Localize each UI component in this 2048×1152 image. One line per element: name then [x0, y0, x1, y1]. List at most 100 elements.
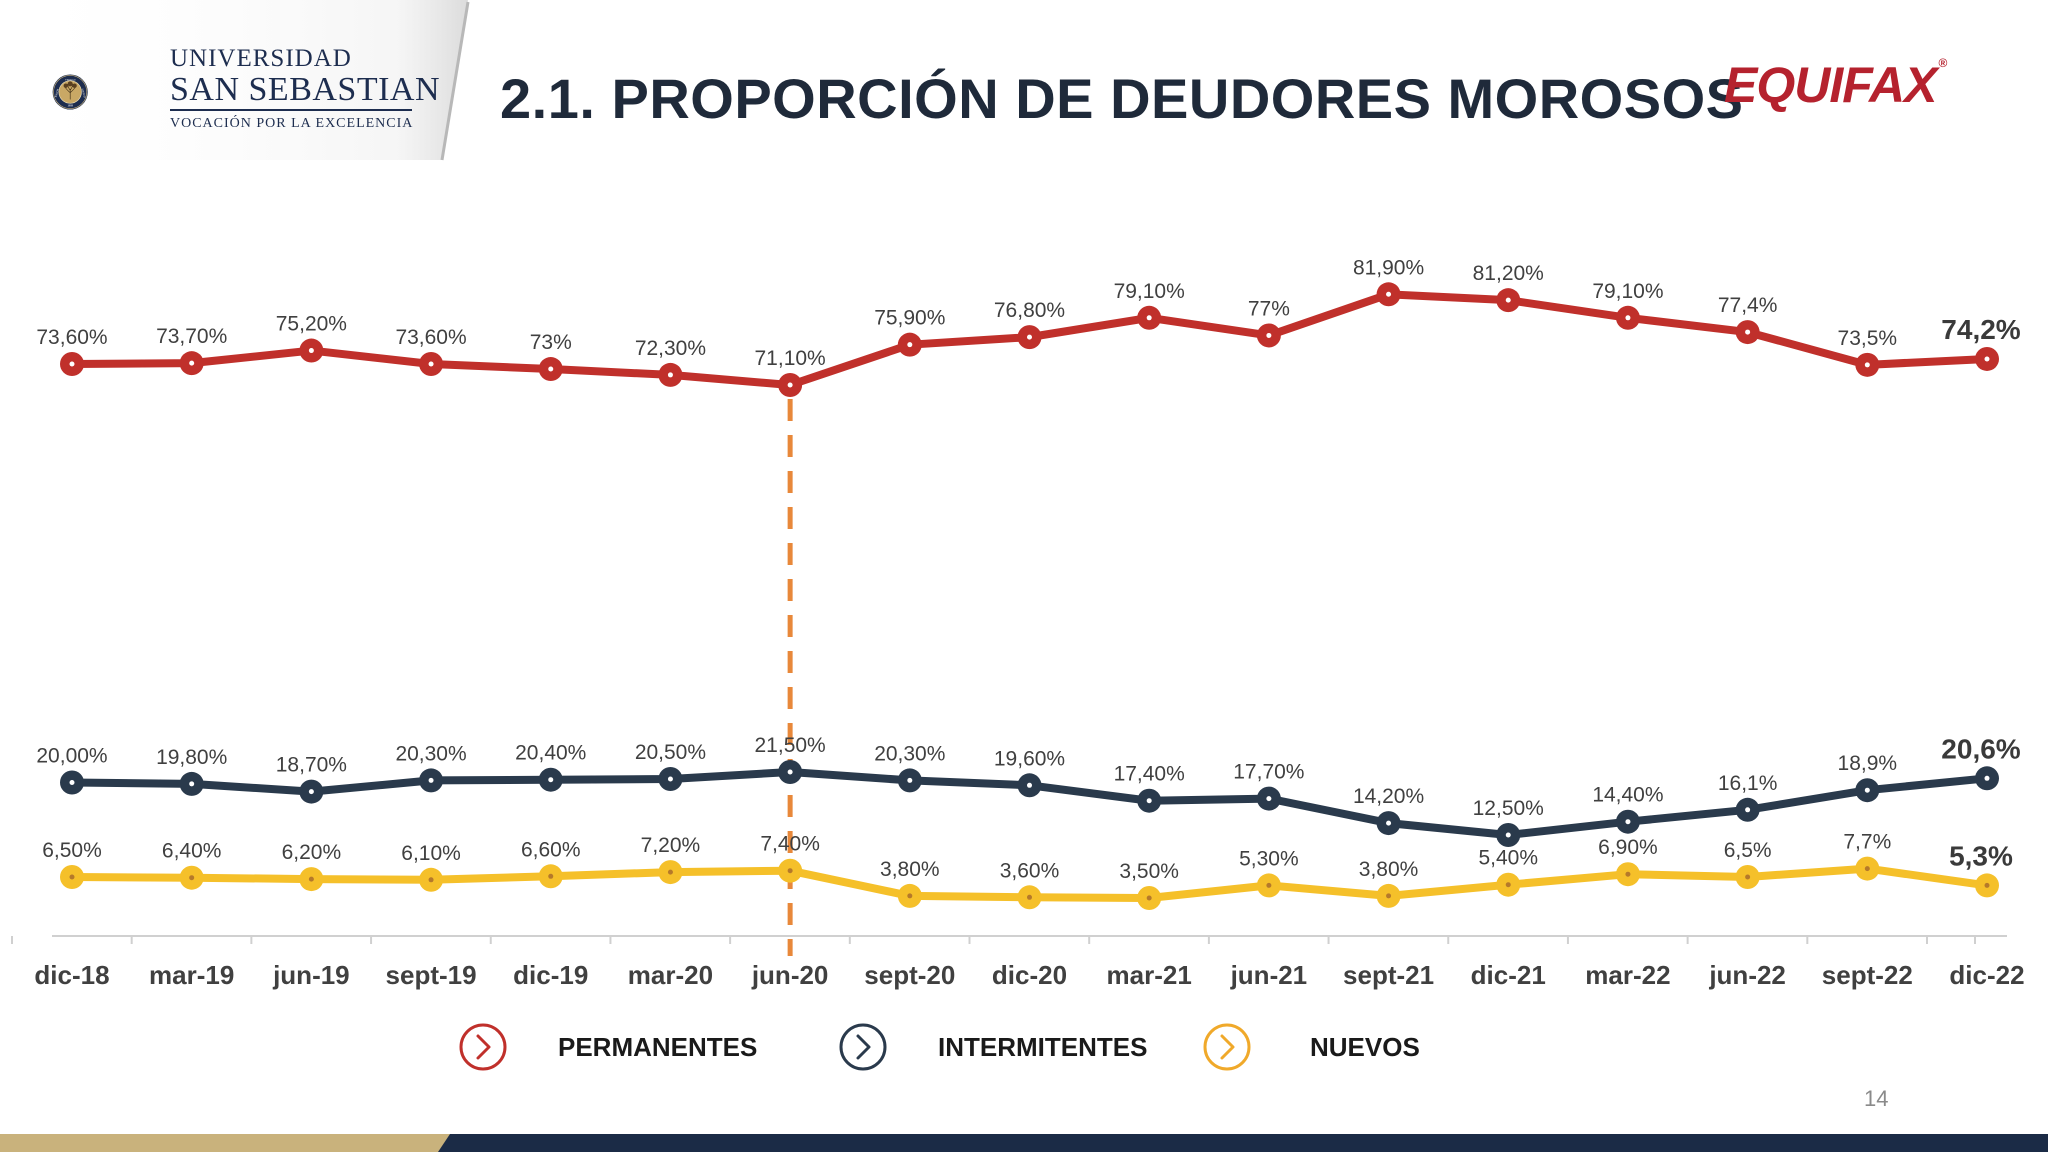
data-point-center-nuevos: [69, 874, 75, 880]
data-label-permanentes: 81,20%: [1473, 262, 1544, 285]
data-label-intermitentes: 18,9%: [1838, 752, 1898, 775]
data-label-intermitentes: 20,40%: [515, 742, 586, 765]
data-point-center-intermitentes: [189, 781, 195, 787]
data-point-center-permanentes: [69, 361, 75, 367]
data-label-intermitentes: 17,40%: [1114, 763, 1185, 786]
data-point-center-intermitentes: [1745, 807, 1751, 813]
data-point-center-permanentes: [189, 360, 195, 366]
header-slash-divider: [0, 0, 470, 161]
line-chart: 73,60% 73,70% 75,20% 73,60% 73% 72,30% 71,10% 7…: [11, 256, 2025, 990]
x-tick-label: dic-21: [1471, 960, 1546, 990]
footer-bar: [0, 1134, 2048, 1152]
data-label-nuevos: 5,30%: [1239, 847, 1299, 870]
data-point-center-intermitentes: [667, 776, 673, 782]
page-title: 2.1. PROPORCIÓN DE DEUDORES MOROSOS: [500, 67, 1744, 130]
legend-label-intermitentes: INTERMITENTES: [938, 1031, 1148, 1062]
data-label-permanentes: 75,20%: [276, 313, 347, 336]
data-label-nuevos: 7,7%: [1843, 831, 1891, 854]
data-point-center-permanentes: [907, 342, 913, 348]
data-point-center-intermitentes: [1505, 832, 1511, 838]
data-label-nuevos: 6,40%: [162, 840, 222, 863]
data-point-center-nuevos: [1386, 893, 1392, 899]
seal-word-top: VERDAD: [65, 78, 76, 81]
data-label-nuevos: 3,80%: [880, 858, 940, 881]
data-label-nuevos: 6,50%: [42, 839, 102, 862]
seal-word-right: VIRTUD: [81, 88, 86, 98]
data-label-nuevos: 6,60%: [521, 838, 581, 861]
data-point-center-intermitentes: [1027, 782, 1032, 788]
data-label-nuevos: 7,20%: [641, 834, 701, 857]
data-point-center-intermitentes: [1625, 819, 1631, 825]
data-label-intermitentes: 20,50%: [635, 741, 706, 764]
data-point-center-permanentes: [1505, 297, 1511, 303]
x-tick-label: dic-18: [34, 960, 109, 990]
data-label-nuevos: 5,40%: [1478, 847, 1538, 870]
data-point-center-intermitentes: [428, 777, 434, 783]
data-point-center-permanentes: [667, 372, 673, 378]
chevron-right-circle-icon: [1203, 1023, 1251, 1071]
seal-word-left: RAZÓN: [55, 88, 60, 97]
data-label-permanentes: 75,90%: [874, 307, 945, 330]
data-label-permanentes: 73,60%: [395, 326, 466, 349]
data-point-center-nuevos: [548, 873, 554, 879]
data-point-center-nuevos: [1266, 882, 1272, 888]
seal-year: 1989: [67, 103, 73, 107]
data-label-permanentes: 76,80%: [994, 299, 1065, 322]
data-label-permanentes: 77,4%: [1718, 294, 1778, 317]
data-point-center-intermitentes: [69, 780, 75, 785]
data-point-center-permanentes: [1386, 291, 1392, 297]
data-point-center-nuevos: [189, 875, 195, 881]
legend-item-nuevos: NUEVOS: [1202, 1022, 1420, 1072]
data-label-nuevos: 6,10%: [401, 842, 461, 865]
registered-mark: ®: [1938, 56, 1947, 70]
data-point-center-permanentes: [1266, 332, 1272, 338]
x-tick-label: dic-20: [992, 960, 1067, 990]
x-tick-label: sept-22: [1822, 960, 1913, 990]
data-point-center-nuevos: [1864, 866, 1870, 872]
equifax-logo: EQUIFAX ®: [1724, 56, 1947, 114]
equifax-logo-text: EQUIFAX: [1724, 57, 1937, 113]
data-label-permanentes: 73%: [530, 331, 572, 354]
data-point-center-intermitentes: [1146, 798, 1152, 804]
data-point-center-permanentes: [1864, 362, 1870, 368]
legend-label-nuevos: NUEVOS: [1310, 1031, 1420, 1062]
university-seal-logo: VERDAD RAZÓN VIRTUD 1989: [52, 74, 88, 110]
university-underline: [170, 109, 412, 111]
data-label-intermitentes: 12,50%: [1473, 797, 1544, 820]
x-tick-label: dic-19: [513, 960, 588, 990]
data-label-permanentes: 79,10%: [1592, 280, 1663, 303]
x-tick-label: jun-20: [751, 960, 829, 990]
data-point-center-nuevos: [1505, 882, 1511, 888]
data-point-center-nuevos: [428, 877, 434, 883]
university-motto: VOCACIÓN POR LA EXCELENCIA: [170, 116, 414, 131]
data-point-center-permanentes: [1146, 315, 1152, 321]
data-point-center-permanentes: [548, 366, 554, 372]
x-tick-label: sept-20: [864, 960, 955, 990]
data-label-permanentes: 71,10%: [755, 347, 826, 370]
data-point-center-intermitentes: [548, 777, 554, 783]
data-label-intermitentes: 20,30%: [395, 742, 466, 765]
legend-item-permanentes: PERMANENTES: [458, 1022, 757, 1072]
data-label-intermitentes: 16,1%: [1718, 772, 1778, 795]
x-tick-label: mar-19: [149, 960, 234, 990]
data-point-center-permanentes: [308, 348, 314, 354]
data-point-center-nuevos: [667, 869, 673, 875]
x-tick-label: mar-20: [628, 960, 713, 990]
data-label-intermitentes: 20,6%: [1941, 733, 2020, 764]
x-tick-label: jun-21: [1230, 960, 1308, 990]
university-name-line1: UNIVERSIDAD: [170, 45, 352, 72]
data-point-center-intermitentes: [787, 769, 793, 775]
data-label-nuevos: 7,40%: [760, 833, 820, 856]
data-point-center-permanentes: [1984, 356, 1990, 362]
data-point-center-nuevos: [1984, 882, 1990, 888]
data-label-intermitentes: 21,50%: [755, 734, 826, 757]
legend-item-intermitentes: INTERMITENTES: [838, 1022, 1147, 1072]
data-label-permanentes: 73,5%: [1838, 327, 1898, 350]
data-label-nuevos: 5,3%: [1949, 840, 2013, 871]
university-logo-text: UNIVERSIDAD SAN SEBASTIAN VOCACIÓN POR L…: [170, 46, 440, 131]
data-point-center-nuevos: [308, 876, 314, 882]
data-label-intermitentes: 14,20%: [1353, 785, 1424, 808]
x-tick-label: dic-22: [1949, 960, 2024, 990]
chevron-right-circle-icon: [839, 1023, 887, 1071]
x-tick-label: jun-22: [1708, 960, 1786, 990]
